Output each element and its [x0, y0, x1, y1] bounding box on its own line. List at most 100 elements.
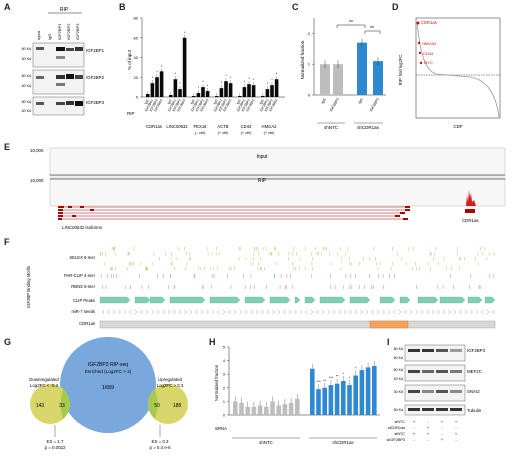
sig-star: *: [355, 367, 357, 371]
group-note: (+ ctrl): [241, 131, 253, 135]
sig-star: ***: [316, 380, 321, 384]
clip-peak: [467, 296, 483, 304]
mir7-seed: [365, 309, 369, 315]
label-cd44: CD44: [423, 51, 434, 56]
clip-peak: [169, 296, 206, 304]
blot-row-igf2bp1: IGF2BP1: [86, 48, 105, 53]
mir7-seeds: [101, 309, 495, 315]
point-myc: [419, 61, 423, 65]
panel-label-d: D: [392, 2, 399, 12]
blot-box-2: [32, 69, 85, 95]
mir7-seed: [244, 309, 248, 315]
lane-label: IGF2BP1: [213, 98, 223, 112]
mir7-seed: [123, 309, 127, 315]
clip-peak: [269, 296, 291, 304]
mir7-seed: [277, 309, 281, 315]
venn-right-overlap: [148, 389, 158, 419]
venn-left-only: 143: [36, 403, 45, 409]
lane-label: IGF2BP1: [144, 98, 154, 112]
group-label: PEX16: [193, 124, 207, 129]
svg-text:-: -: [455, 437, 457, 442]
bar: [247, 84, 251, 97]
clip-peak: [484, 296, 496, 304]
bar: [310, 368, 315, 415]
panel-label-b: B: [119, 2, 126, 12]
venn-diagram-g: IGF2BP3 RIP-seq Enriched (Log2FC > 2) 16…: [29, 337, 188, 450]
clip-peak: [149, 296, 166, 304]
rip-peak: [466, 190, 476, 206]
lane-label: IGF2BP1: [190, 98, 200, 112]
bar: [146, 94, 150, 97]
group-labels: CDR1as LINC00632 PEX16 (– ctrl) ACTB (+ ctrl)…: [146, 124, 277, 135]
lane-label: IGF2BP2: [195, 98, 205, 112]
lane-label: IGF2BP3: [245, 98, 255, 112]
mir7-seed: [299, 309, 303, 315]
track-mir7: miR-7 seeds: [71, 309, 95, 314]
lane-igf2bp1: IGF2BP1: [57, 23, 62, 40]
panel-g: G IGF2BP3 RIP-seq Enriched (Log2FC > 2) …: [0, 335, 205, 455]
bars: [233, 361, 377, 415]
cdf-plot-d: RIP: fold log2FC CDF CDR1as HMGA2 CD44 M…: [398, 17, 501, 129]
svg-text:-: -: [455, 425, 457, 430]
clip-peak: [439, 296, 466, 304]
svg-text:+: +: [427, 431, 430, 436]
svg-text:+: +: [413, 419, 416, 424]
group-label: ACTB: [217, 124, 228, 129]
mir7-seed: [288, 309, 292, 315]
mir7-seed: [431, 309, 435, 315]
sig-star: *: [221, 81, 223, 85]
group-shntc: shNTC: [324, 125, 339, 130]
bar: [295, 398, 300, 415]
mir7-seed: [222, 309, 226, 315]
mir7-seed: [305, 309, 308, 315]
bar-label: IgG: [321, 97, 327, 104]
mir7-seed: [272, 309, 275, 315]
mir7-seed: [360, 309, 363, 315]
bar-label: IgG: [358, 97, 364, 104]
mir7-seed: [162, 309, 165, 315]
rip-row-label: RIP: [127, 111, 135, 116]
rip-track-label: RIP: [258, 178, 267, 184]
mir7-seed: [470, 309, 473, 315]
svg-text:+: +: [427, 425, 430, 430]
sig-marks: *** ***** *****: [316, 367, 357, 385]
blot-box-1: [32, 42, 85, 68]
band: [56, 75, 65, 79]
lane-label: IgG: [167, 98, 173, 105]
mir7-seed: [327, 309, 330, 315]
svg-text:-: -: [427, 419, 429, 424]
row-igf2bp3: IGF2BP3: [467, 348, 486, 353]
mir7-seed: [437, 309, 440, 315]
sig-star: *: [225, 74, 227, 78]
lane-label: IgG: [144, 98, 150, 105]
mir7-seed: [404, 309, 407, 315]
bar: [155, 77, 159, 97]
band: [56, 83, 65, 86]
input-scale: 10,000: [30, 148, 44, 153]
bar: [205, 91, 210, 97]
mir7-seed: [343, 309, 347, 315]
band: [66, 48, 74, 51]
mir7-seed: [250, 309, 253, 315]
lane-label: IGF2BP1: [259, 98, 269, 112]
band: [75, 101, 83, 106]
mir7-seed: [118, 309, 121, 315]
bar: [169, 95, 173, 97]
mir7-seed: [134, 309, 138, 315]
y-tick-label: 0: [136, 95, 139, 100]
mir7-seed: [415, 309, 418, 315]
venn-right-title: Upregulated: [158, 377, 182, 382]
label-myc: MYC: [424, 60, 433, 65]
mir7-seed: [140, 309, 143, 315]
track-selex: SELEX 6-mer: [69, 255, 95, 260]
sig-star: *: [230, 76, 232, 80]
mir7-seed: [255, 309, 259, 315]
group-note: (– ctrl): [195, 131, 206, 135]
bar: [373, 61, 383, 95]
mir7-seed: [354, 309, 358, 315]
blot-box: [404, 404, 466, 416]
group-label: HMGA2: [262, 124, 278, 129]
panel-f: F IGF2BP binding Motifs SELEX 6-mer PAR-…: [0, 235, 514, 335]
bar: [196, 93, 201, 97]
